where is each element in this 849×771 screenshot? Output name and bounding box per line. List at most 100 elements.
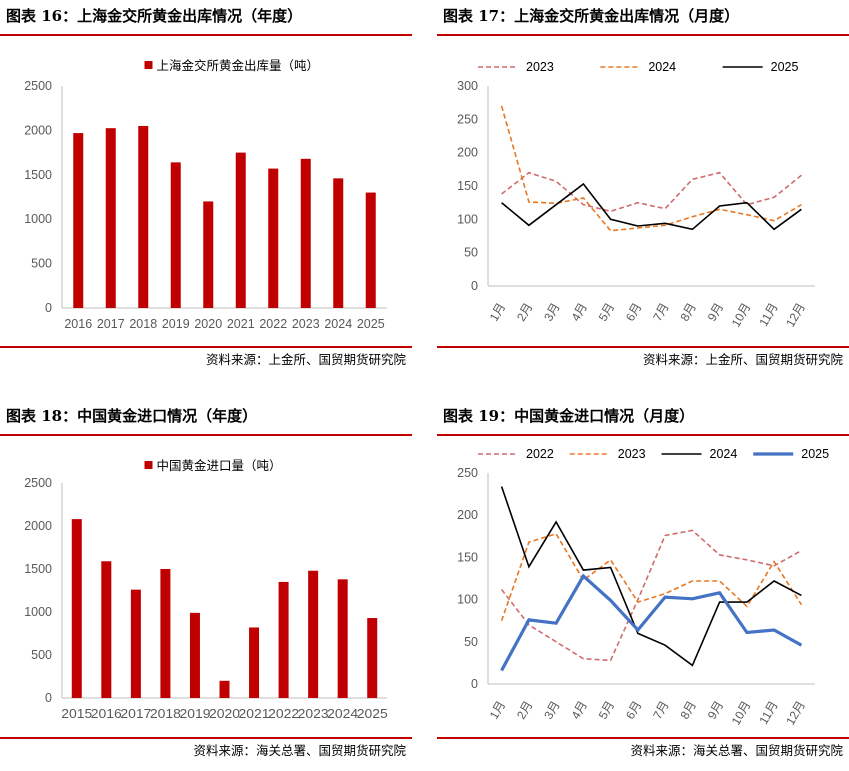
x-tick-label: 9月 <box>705 301 726 324</box>
bar <box>235 152 246 308</box>
y-tick-label: 50 <box>464 635 478 649</box>
legend-label: 2024 <box>648 60 676 74</box>
y-tick-label: 200 <box>457 146 478 160</box>
y-tick-label: 250 <box>457 466 478 480</box>
bar <box>101 561 112 698</box>
monthly-import-line-chart: 0 50 100 150 200 250 1月 2月 3月 4月 5月 6月 7月 8月 9月 10月 11月 1… <box>457 447 829 728</box>
y-tick-label: 300 <box>457 79 478 93</box>
bar <box>189 612 200 698</box>
x-tick-label: 8月 <box>678 699 699 722</box>
panel-monthly-outflow: 图表 17：上海金交所黄金出库情况（月度） 0 50 100 150 200 250 300… <box>437 0 849 375</box>
bar <box>170 162 181 308</box>
y-tick-label: 0 <box>45 691 52 705</box>
series-line <box>500 529 802 662</box>
bar <box>105 128 116 308</box>
bar <box>333 178 344 308</box>
panel-annual-import: 图表 18：中国黄金进口情况（年度） 0 500 1000 1500 2000 2500 2… <box>0 400 412 771</box>
bar <box>73 133 84 308</box>
y-tick-label: 500 <box>31 648 52 662</box>
bar <box>138 125 149 309</box>
x-tick-label: 6月 <box>623 301 644 324</box>
x-tick-label: 2016 <box>91 707 122 721</box>
y-tick-label: 2500 <box>24 79 52 93</box>
legend-label: 2023 <box>526 60 554 74</box>
y-tick-label: 0 <box>471 677 478 691</box>
y-tick-label: 2000 <box>24 123 52 137</box>
legend-swatch <box>144 61 153 69</box>
x-tick-label: 2月 <box>514 301 535 324</box>
annual-outflow-bar-chart: 0 500 1000 1500 2000 2500 2016 2017 2018 2019 2020… <box>24 58 387 331</box>
x-tick-label: 2017 <box>97 317 125 331</box>
x-tick-label: 4月 <box>569 699 590 722</box>
legend-label: 上海金交所黄金出库量（吨） <box>157 58 320 73</box>
series-line <box>500 105 802 232</box>
y-tick-label: 100 <box>457 593 478 607</box>
bar <box>219 680 230 698</box>
series-line <box>501 171 802 213</box>
x-tick-label: 1月 <box>487 301 508 324</box>
x-tick-label: 10月 <box>729 301 754 330</box>
y-tick-label: 50 <box>464 246 478 260</box>
x-tick-label: 2017 <box>120 707 151 721</box>
y-tick-label: 500 <box>31 257 52 271</box>
bar <box>278 581 289 698</box>
x-tick-label: 2021 <box>227 317 255 331</box>
x-tick-label: 7月 <box>650 301 671 324</box>
y-tick-label: 0 <box>471 279 478 293</box>
y-tick-label: 1500 <box>24 168 52 182</box>
legend-swatch <box>144 461 153 469</box>
x-tick-label: 11月 <box>756 699 780 727</box>
x-tick-label: 11月 <box>756 301 780 329</box>
y-tick-label: 2000 <box>24 519 52 533</box>
bar <box>365 192 376 308</box>
x-tick-label: 2018 <box>150 707 181 721</box>
series-line <box>500 486 802 667</box>
x-tick-label: 5月 <box>596 301 617 324</box>
x-tick-label: 2019 <box>162 317 190 331</box>
y-tick-label: 250 <box>457 112 478 126</box>
x-tick-label: 3月 <box>541 301 562 324</box>
bar <box>160 569 171 698</box>
legend-label: 中国黄金进口量（吨） <box>157 458 282 473</box>
chart-source: 资料来源：海关总署、国贸期货研究院 <box>437 737 849 763</box>
series-line <box>500 573 803 672</box>
x-tick-label: 9月 <box>705 699 726 722</box>
chart-title: 图表 18：中国黄金进口情况（年度） <box>0 400 412 436</box>
legend-label: 2022 <box>526 447 554 461</box>
bar <box>130 589 141 698</box>
x-tick-label: 2021 <box>239 707 270 721</box>
x-tick-label: 2025 <box>357 707 388 721</box>
legend-label: 2024 <box>710 447 738 461</box>
y-tick-label: 2500 <box>24 476 52 490</box>
chart-source: 资料来源：上金所、国贸期货研究院 <box>0 346 412 372</box>
x-tick-label: 12月 <box>783 699 808 728</box>
x-tick-label: 2016 <box>64 317 92 331</box>
bar <box>337 579 348 698</box>
y-tick-label: 100 <box>457 212 478 226</box>
bar <box>300 158 311 308</box>
x-tick-label: 2020 <box>209 707 240 721</box>
x-tick-label: 7月 <box>650 699 671 722</box>
x-tick-label: 2019 <box>179 707 210 721</box>
y-tick-label: 150 <box>457 550 478 564</box>
x-tick-label: 2024 <box>324 317 352 331</box>
x-tick-label: 1月 <box>487 699 508 722</box>
series-line <box>501 182 802 231</box>
x-tick-label: 2024 <box>327 707 358 721</box>
bar <box>203 201 214 308</box>
y-tick-label: 150 <box>457 179 478 193</box>
chart-title: 图表 16：上海金交所黄金出库情况（年度） <box>0 0 412 36</box>
x-tick-label: 3月 <box>541 699 562 722</box>
x-tick-label: 2022 <box>259 317 287 331</box>
bar <box>249 627 260 698</box>
x-tick-label: 5月 <box>596 699 617 722</box>
chart-title: 图表 17：上海金交所黄金出库情况（月度） <box>437 0 849 36</box>
bar <box>71 519 82 698</box>
legend-label: 2025 <box>801 447 829 461</box>
y-tick-label: 0 <box>45 301 52 315</box>
x-tick-label: 10月 <box>729 699 754 728</box>
y-tick-label: 1000 <box>24 605 52 619</box>
panel-monthly-import: 图表 19：中国黄金进口情况（月度） 0 50 100 150 200 250 1月 2月 3月… <box>437 400 849 771</box>
y-tick-label: 1500 <box>24 562 52 576</box>
